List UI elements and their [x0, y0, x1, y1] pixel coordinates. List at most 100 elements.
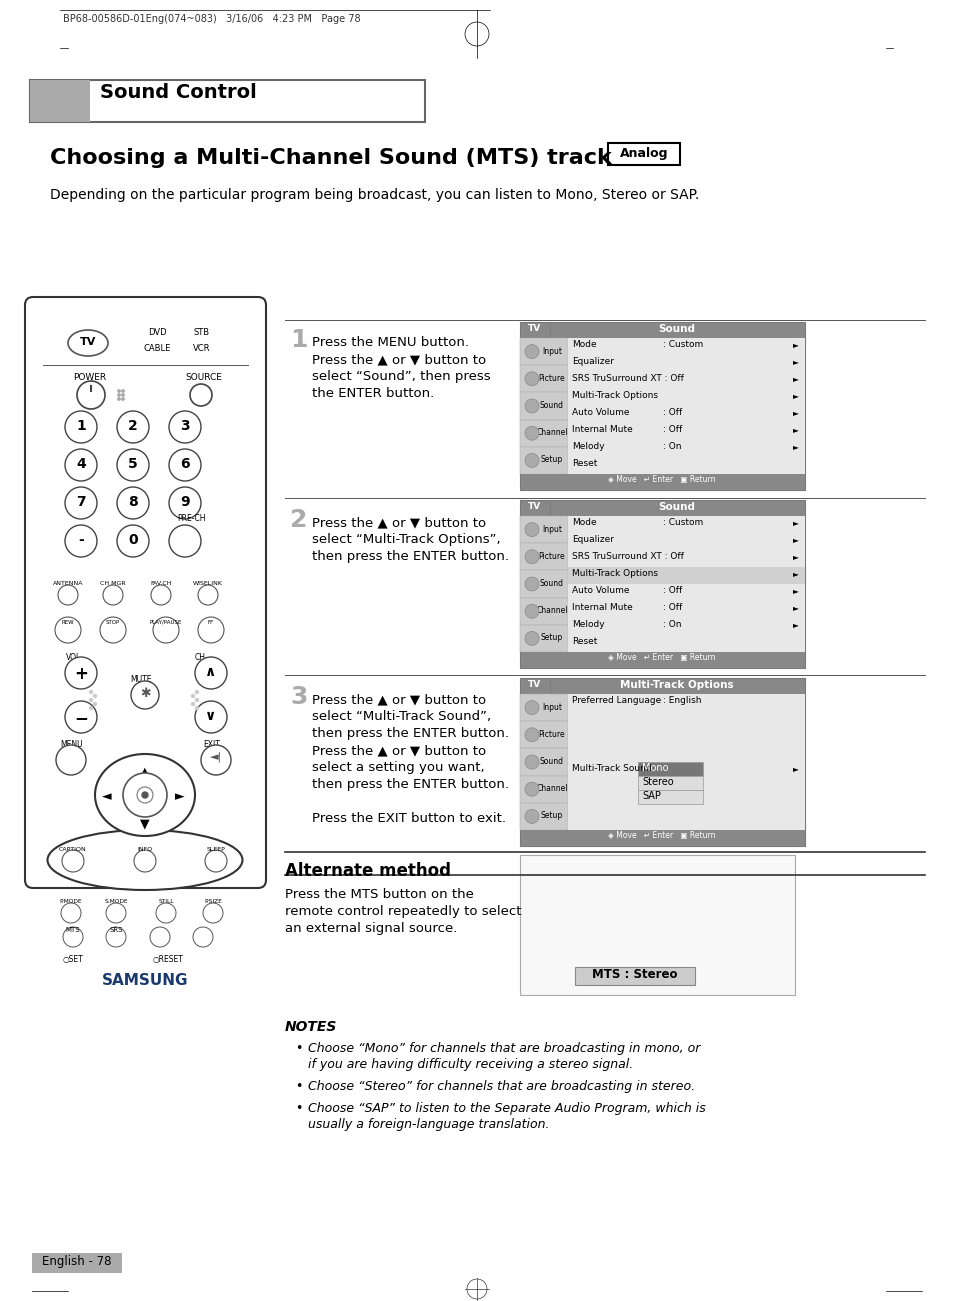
Text: SOURCE: SOURCE	[185, 373, 222, 382]
Text: usually a foreign-language translation.: usually a foreign-language translation.	[308, 1118, 549, 1131]
Text: Mode: Mode	[572, 340, 596, 349]
Bar	[519, 500, 804, 667]
Circle shape	[93, 703, 96, 705]
Text: ►: ►	[792, 409, 798, 418]
Text: Picture: Picture	[538, 373, 565, 382]
Text: : English: : English	[662, 696, 700, 705]
Bar	[30, 79, 424, 122]
Text: select “Multi-Track Options”,: select “Multi-Track Options”,	[312, 533, 500, 546]
Text: ►: ►	[792, 518, 798, 527]
Text: NOTES: NOTES	[285, 1020, 337, 1034]
Text: EXIT: EXIT	[203, 740, 219, 749]
Bar	[567, 406, 804, 423]
Bar	[183, 343, 221, 356]
Circle shape	[524, 399, 538, 412]
Text: Analog: Analog	[619, 147, 667, 160]
Text: •: •	[294, 1102, 302, 1115]
Text: ▼: ▼	[140, 817, 150, 830]
Circle shape	[524, 578, 538, 591]
Bar	[519, 775, 567, 803]
Circle shape	[156, 903, 175, 922]
Text: Picture: Picture	[538, 730, 565, 739]
Text: SLEEP: SLEEP	[207, 847, 225, 852]
Circle shape	[169, 487, 201, 519]
Circle shape	[194, 657, 227, 690]
Circle shape	[117, 449, 149, 481]
Bar	[519, 693, 567, 721]
Circle shape	[192, 695, 194, 697]
Circle shape	[524, 604, 538, 618]
Bar	[138, 343, 175, 356]
Text: SRS: SRS	[110, 928, 123, 933]
Text: 0: 0	[128, 533, 137, 546]
Bar	[567, 355, 804, 372]
Circle shape	[198, 617, 224, 643]
Text: 4: 4	[76, 457, 86, 471]
Bar	[519, 500, 550, 516]
Text: CAPTION: CAPTION	[59, 847, 87, 852]
Text: Multi-Track Options: Multi-Track Options	[619, 680, 733, 690]
Circle shape	[122, 398, 124, 401]
Bar	[519, 748, 567, 775]
Text: English - 78: English - 78	[42, 1255, 112, 1268]
Bar	[567, 601, 804, 618]
Bar	[567, 618, 804, 635]
Text: : Off: : Off	[662, 409, 681, 418]
Text: select “Multi-Track Sound”,: select “Multi-Track Sound”,	[312, 710, 491, 723]
Text: if you are having difficulty receiving a stereo signal.: if you are having difficulty receiving a…	[308, 1058, 633, 1071]
Text: MUTE: MUTE	[131, 675, 152, 684]
Text: Input: Input	[541, 703, 561, 712]
Text: SAP: SAP	[641, 791, 660, 801]
Text: ►: ►	[792, 552, 798, 561]
Text: Mode: Mode	[572, 518, 596, 527]
Text: : On: : On	[662, 621, 680, 628]
Text: ►: ►	[792, 585, 798, 595]
Circle shape	[131, 680, 159, 709]
Text: FF: FF	[208, 621, 213, 624]
Bar	[519, 624, 567, 652]
Text: ►: ►	[792, 373, 798, 382]
Text: : Off: : Off	[662, 602, 681, 611]
Text: S.MODE: S.MODE	[104, 899, 128, 904]
Text: 5: 5	[128, 457, 138, 471]
Text: ∧: ∧	[205, 665, 216, 679]
Circle shape	[194, 701, 227, 732]
Circle shape	[93, 695, 96, 697]
Text: SRS TruSurround XT : Off: SRS TruSurround XT : Off	[572, 373, 683, 382]
Text: : Custom: : Custom	[662, 340, 702, 349]
Text: Choose “SAP” to listen to the Separate Audio Program, which is: Choose “SAP” to listen to the Separate A…	[308, 1102, 705, 1115]
Bar	[519, 678, 804, 846]
Text: ANTENNA: ANTENNA	[52, 582, 83, 585]
Text: remote control repeatedly to select: remote control repeatedly to select	[285, 905, 521, 919]
Text: : Off: : Off	[662, 425, 681, 435]
Text: Choose “Stereo” for channels that are broadcasting in stereo.: Choose “Stereo” for channels that are br…	[308, 1080, 695, 1093]
Text: Preferred Language: Preferred Language	[572, 696, 660, 705]
Text: Sound: Sound	[658, 324, 695, 334]
Circle shape	[117, 526, 149, 557]
Text: Alternate method: Alternate method	[285, 863, 451, 879]
Bar	[550, 500, 804, 516]
Text: ►: ►	[792, 621, 798, 628]
Text: SRS TruSurround XT : Off: SRS TruSurround XT : Off	[572, 552, 683, 561]
Text: ▲: ▲	[140, 765, 150, 778]
Circle shape	[142, 792, 148, 798]
Text: Press the ▲ or ▼ button to: Press the ▲ or ▼ button to	[312, 693, 486, 706]
Circle shape	[137, 787, 152, 803]
Text: BP68-00586D-01Eng(074~083)   3/16/06   4:23 PM   Page 78: BP68-00586D-01Eng(074~083) 3/16/06 4:23 …	[63, 14, 360, 23]
Text: ►: ►	[792, 535, 798, 544]
Bar	[519, 420, 567, 446]
Bar	[519, 366, 567, 393]
Circle shape	[524, 701, 538, 714]
Text: Multi-Track Options: Multi-Track Options	[572, 392, 658, 399]
Text: ◈ Move   ↵ Enter   ▣ Return: ◈ Move ↵ Enter ▣ Return	[608, 475, 715, 484]
Circle shape	[90, 691, 92, 693]
Text: 6: 6	[180, 457, 190, 471]
Circle shape	[100, 617, 126, 643]
Text: VCR: VCR	[193, 343, 211, 353]
Text: Channel: Channel	[536, 606, 567, 615]
Text: -: -	[78, 533, 84, 546]
Text: TV: TV	[80, 337, 96, 347]
Text: Reset: Reset	[572, 637, 597, 647]
Text: •: •	[294, 1080, 302, 1093]
Text: ►: ►	[792, 442, 798, 451]
